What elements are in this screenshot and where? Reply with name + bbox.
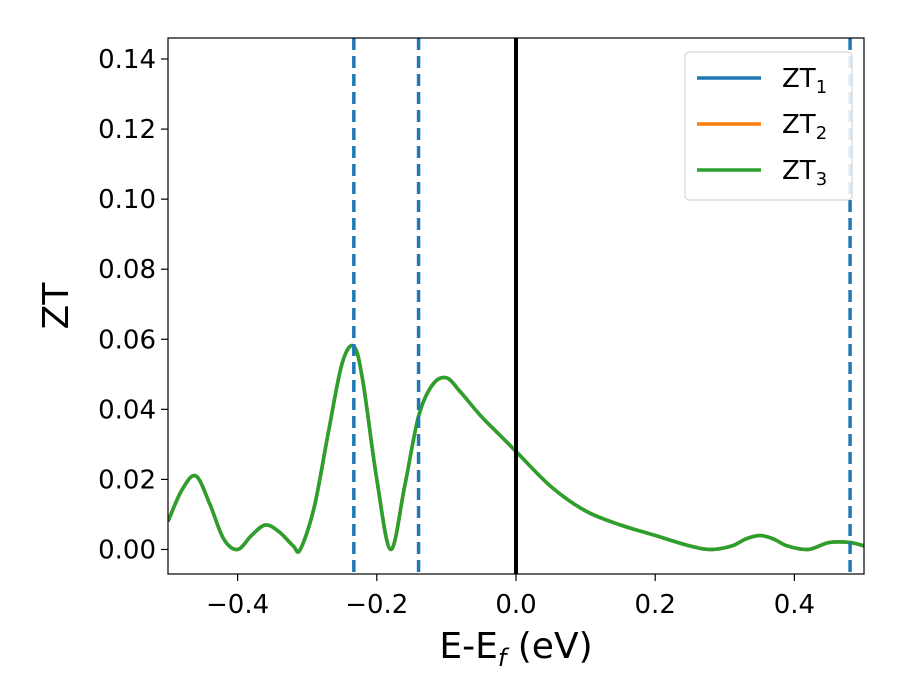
y-tick-label: 0.02 [98,465,156,495]
x-axis-ticks: −0.4 −0.2 0.0 0.2 0.4 [206,574,815,620]
x-tick-label: 0.2 [635,590,676,620]
plot-lines [168,38,864,574]
y-axis-title: ZT [36,282,77,330]
x-axis-title-main: E-E [439,626,497,667]
y-tick-label: 0.14 [98,45,156,75]
legend-label-zt1: ZT1 [782,64,827,98]
y-axis-ticks: 0.00 0.02 0.04 0.06 0.08 0.10 0.12 0.14 [98,45,168,565]
y-tick-label: 0.00 [98,535,156,565]
legend-label-zt3: ZT3 [782,156,827,190]
y-tick-label: 0.12 [98,115,156,145]
y-tick-label: 0.06 [98,325,156,355]
y-tick-label: 0.04 [98,395,156,425]
plot-frame [167,37,865,575]
legend: ZT1 ZT2 ZT3 [684,51,853,201]
x-axis-title-units: (eV) [506,626,592,667]
y-tick-label: 0.10 [98,185,156,215]
x-tick-label: −0.4 [206,590,269,620]
x-tick-label: 0.4 [774,590,815,620]
legend-box [684,51,853,201]
x-axis-title: E-Ef (eV) [439,626,592,672]
x-tick-label: 0.0 [495,590,536,620]
series-zt3-line [168,343,864,554]
legend-label-zt2: ZT2 [782,110,827,144]
x-tick-label: −0.2 [345,590,408,620]
y-tick-label: 0.08 [98,255,156,285]
